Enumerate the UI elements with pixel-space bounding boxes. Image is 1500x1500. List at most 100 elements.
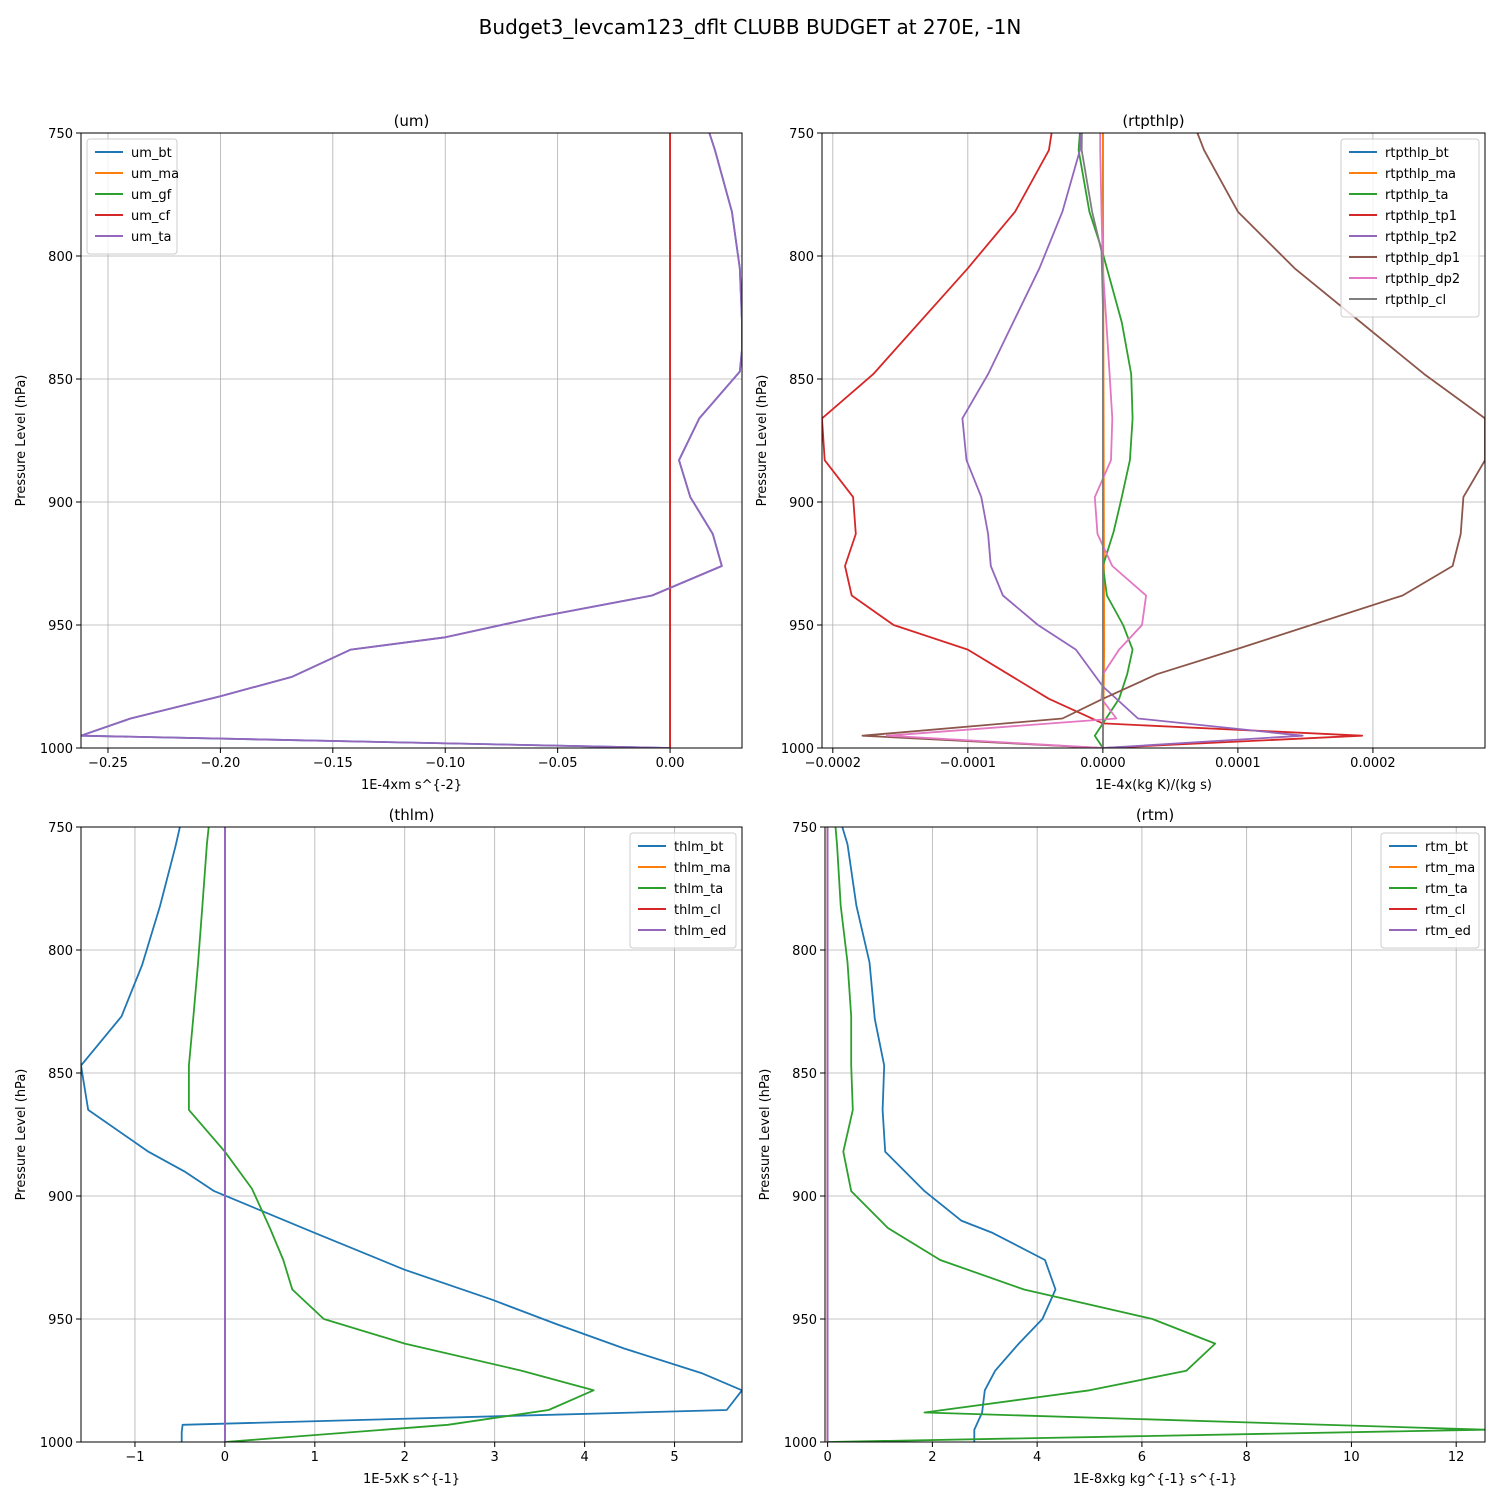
y-tick-label: 800 (48, 250, 73, 265)
legend-label-rtm_ta: rtm_ta (1425, 882, 1468, 897)
legend-label-rtpthlp_ma: rtpthlp_ma (1385, 167, 1456, 182)
x-tick-label: 8 (1243, 1450, 1251, 1465)
y-tick-label: 850 (789, 373, 814, 388)
x-tick-label: 2 (928, 1450, 936, 1465)
legend-label-thlm_bt: thlm_bt (674, 840, 723, 855)
x-tick-label: 10 (1343, 1450, 1360, 1465)
legend-label-um_cf: um_cf (131, 209, 171, 224)
y-tick-label: 800 (792, 944, 817, 959)
y-tick-label: 850 (792, 1067, 817, 1082)
axes-frame (824, 826, 1486, 1443)
y-tick-label: 800 (48, 944, 73, 959)
x-tick-label: −0.25 (88, 756, 128, 771)
series-line-rtpthlp_cl (1080, 133, 1104, 748)
x-tick-label: −0.0002 (805, 756, 861, 771)
x-tick-label: −0.10 (425, 756, 465, 771)
chart-title: (um) (394, 112, 430, 130)
y-tick-label: 850 (48, 373, 73, 388)
series-line-thlm_ta (187, 827, 595, 1442)
y-axis-label: Pressure Level (hPa) (14, 1069, 29, 1201)
y-tick-label: 900 (48, 1190, 73, 1205)
y-tick-label: 750 (48, 821, 73, 836)
series-line-um_bt (81, 133, 742, 748)
x-axis-label: 1E-8xkg kg^{-1} s^{-1} (1073, 1472, 1238, 1487)
legend-label-rtm_ma: rtm_ma (1425, 861, 1475, 876)
y-tick-label: 750 (48, 127, 73, 142)
legend: rtm_bt rtm_ma rtm_ta rtm_cl rtm_ed (1380, 832, 1480, 949)
legend-label-rtm_bt: rtm_bt (1425, 840, 1468, 855)
legend-label-rtm_ed: rtm_ed (1425, 924, 1471, 939)
legend-label-thlm_ma: thlm_ma (674, 861, 731, 876)
x-tick-label: −0.05 (538, 756, 578, 771)
x-tick-label: 5 (670, 1450, 678, 1465)
y-axis-label: Pressure Level (hPa) (755, 375, 770, 507)
chart-2: −1 0 1 2 3 4 5 750 800 850 900 950 1000 (thlm) 1E-5xK … (14, 806, 743, 1487)
x-tick-label: 1 (311, 1450, 319, 1465)
y-tick-label: 850 (48, 1067, 73, 1082)
y-tick-label: 1000 (784, 1436, 817, 1451)
y-tick-label: 1000 (40, 742, 73, 757)
chart-3: 0 2 4 6 8 10 12 750 800 850 900 950 1000 (rtm) 1E-8xkg… (758, 806, 1486, 1487)
x-tick-label: −0.0001 (940, 756, 996, 771)
legend-label-rtpthlp_ta: rtpthlp_ta (1385, 188, 1448, 203)
legend-label-rtpthlp_cl: rtpthlp_cl (1385, 293, 1446, 308)
legend-label-um_ma: um_ma (131, 167, 179, 182)
legend: rtpthlp_bt rtpthlp_ma rtpthlp_ta rtpthlp_tp… (1340, 138, 1480, 318)
y-axis-label: Pressure Level (hPa) (758, 1069, 773, 1201)
axes-frame (80, 826, 743, 1443)
x-tick-label: 0.0002 (1350, 756, 1396, 771)
series-line-rtpthlp_ta (1077, 133, 1134, 748)
x-tick-label: −0.15 (313, 756, 353, 771)
y-tick-label: 1000 (781, 742, 814, 757)
series-line-rtpthlp_tp2 (961, 133, 1304, 748)
axes-frame (80, 132, 743, 749)
series-line-um_ta (81, 133, 742, 748)
y-tick-label: 800 (789, 250, 814, 265)
x-tick-label: −0.20 (200, 756, 240, 771)
figure-title: Budget3_levcam123_dflt CLUBB BUDGET at 2… (478, 15, 1022, 39)
chart-1: −0.0002 −0.0001 0.0000 0.0001 0.0002 750 800 85… (755, 112, 1486, 793)
x-tick-label: 2 (401, 1450, 409, 1465)
chart-0: −0.25 −0.20 −0.15 −0.10 −0.05 0.00 750 800 850 90… (14, 112, 743, 793)
y-tick-label: 950 (792, 1313, 817, 1328)
y-tick-label: 750 (789, 127, 814, 142)
legend-label-thlm_ed: thlm_ed (674, 924, 726, 939)
series-line-rtm_bt (841, 827, 1057, 1442)
legend-label-um_gf: um_gf (131, 188, 172, 203)
y-tick-label: 950 (48, 1313, 73, 1328)
x-tick-label: 4 (1033, 1450, 1041, 1465)
x-tick-label: 4 (580, 1450, 588, 1465)
x-axis-label: 1E-5xK s^{-1} (363, 1472, 460, 1487)
y-tick-label: 950 (789, 619, 814, 634)
legend-label-rtpthlp_tp1: rtpthlp_tp1 (1385, 209, 1457, 224)
legend-label-rtpthlp_bt: rtpthlp_bt (1385, 146, 1449, 161)
legend: um_bt um_ma um_gf um_cf um_ta (86, 138, 179, 255)
legend-label-rtm_cl: rtm_cl (1425, 903, 1465, 918)
series-line-rtpthlp_tp1 (822, 133, 1363, 748)
y-tick-label: 950 (48, 619, 73, 634)
series-line-rtpthlp_dp1 (861, 133, 1485, 748)
legend-box (1340, 138, 1480, 318)
chart-title: (rtpthlp) (1122, 112, 1184, 130)
legend-box (1380, 832, 1480, 949)
chart-title: (rtm) (1136, 806, 1174, 824)
y-tick-label: 900 (792, 1190, 817, 1205)
x-tick-label: 3 (491, 1450, 499, 1465)
legend-label-rtpthlp_dp2: rtpthlp_dp2 (1385, 272, 1460, 287)
x-tick-label: 0.0000 (1080, 756, 1126, 771)
x-tick-label: 0 (823, 1450, 831, 1465)
y-tick-label: 900 (789, 496, 814, 511)
x-tick-label: 0 (221, 1450, 229, 1465)
legend-label-rtpthlp_dp1: rtpthlp_dp1 (1385, 251, 1460, 266)
x-tick-label: 12 (1448, 1450, 1465, 1465)
x-tick-label: −1 (125, 1450, 144, 1465)
axes-frame (821, 132, 1486, 749)
legend-label-thlm_ta: thlm_ta (674, 882, 723, 897)
x-tick-label: 6 (1138, 1450, 1146, 1465)
legend-label-um_bt: um_bt (131, 146, 172, 161)
series-line-thlm_bt (81, 827, 742, 1442)
series-line-rtm_ta (827, 827, 1485, 1442)
legend-box (86, 138, 178, 255)
x-axis-label: 1E-4x(kg K)/(kg s) (1095, 778, 1212, 793)
